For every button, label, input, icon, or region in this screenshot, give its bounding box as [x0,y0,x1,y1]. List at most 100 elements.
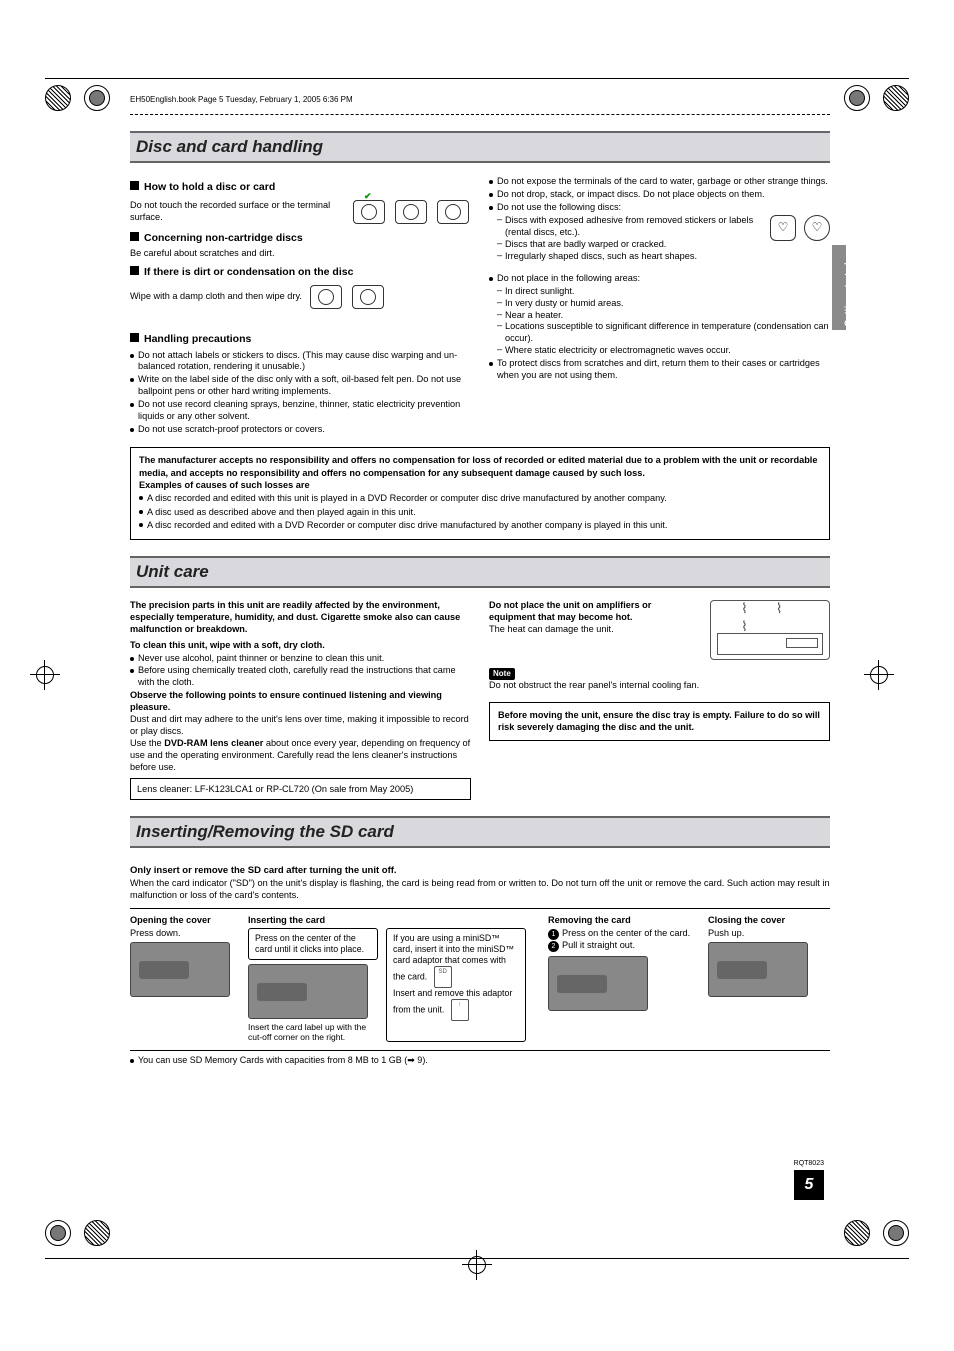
step-open: Opening the cover Press down. [130,915,238,1042]
list-item: Do not attach labels or stickers to disc… [130,350,471,374]
body-text: Be careful about scratches and dirt. [130,248,471,260]
list-item: To protect discs from scratches and dirt… [489,358,830,382]
sd-steps-row: Opening the cover Press down. Inserting … [130,915,830,1042]
subheading: Concerning non-cartridge discs [130,232,471,246]
disc-hold-illustration: ✔ [353,200,385,224]
left-column: The precision parts in this unit are rea… [130,600,471,801]
notice-lead: The manufacturer accepts no responsibili… [139,455,817,477]
subheading: To clean this unit, wipe with a soft, dr… [130,640,325,650]
manufacturer-notice-box: The manufacturer accepts no responsibili… [130,447,830,540]
list-item: Do not drop, stack, or impact discs. Do … [489,189,830,201]
disc-hold-illustration [437,200,469,224]
note-line: NoteDo not obstruct the rear panel's int… [489,668,830,692]
side-tab: Getting started [832,245,846,330]
section-title-text: Inserting/Removing the SD card [136,822,824,842]
list-item: A disc used as described above and then … [139,506,821,518]
list-item: Near a heater. [497,310,830,322]
step-close: Closing the cover Push up. [708,915,816,1042]
reg-mark [883,85,909,111]
wipe-illustration [352,285,384,309]
step-remove: Removing the card 1Press on the center o… [548,915,698,1042]
body-text: When the card indicator ("SD") on the un… [130,878,830,902]
disc-illustration [804,215,830,241]
device-illustration [548,956,648,1011]
step-number-icon: 1 [548,929,559,940]
doc-code: RQT8023 [794,1160,824,1167]
list-item: Never use alcohol, paint thinner or benz… [130,653,471,665]
protect-list: To protect discs from scratches and dirt… [489,358,830,382]
doc-stamp: EH50English.book Page 5 Tuesday, Februar… [130,95,830,104]
notice-examples-heading: Examples of causes of such losses are [139,480,310,490]
section-title-text: Disc and card handling [136,137,824,157]
reg-mark [883,1220,909,1246]
list-item: Where static electricity or electromagne… [497,345,830,357]
subheading: If there is dirt or condensation on the … [130,266,471,280]
reg-mark [45,85,71,111]
step-text: Press down. [130,928,238,938]
crop-line [45,1258,909,1259]
notice-examples-list: A disc recorded and edited with this uni… [139,492,821,531]
reg-mark [84,85,110,111]
step-text: 1Press on the center of the card. [548,928,698,940]
step-text: Push up. [708,928,816,938]
step-number-icon: 2 [548,941,559,952]
content: EH50English.book Page 5 Tuesday, Februar… [130,95,830,1067]
divider [130,114,830,115]
list-item: Locations susceptible to significant dif… [497,321,830,345]
list-item: Discs with exposed adhesive from removed… [497,215,762,239]
reg-mark [45,1220,71,1246]
list-item: Discs that are badly warped or cracked. [497,239,762,251]
reg-cross [864,660,894,690]
device-illustration [130,942,230,997]
step-insert: Inserting the card Press on the center o… [248,915,538,1042]
list-item: Do not use record cleaning sprays, benzi… [130,399,471,423]
equipment-heat-illustration [710,600,830,660]
caption-text: Insert the card label up with the cut-of… [248,1022,378,1042]
following-discs-list: Discs with exposed adhesive from removed… [497,215,762,263]
two-column-layout: The precision parts in this unit are rea… [130,600,830,801]
reg-cross [462,1250,492,1280]
section-title-text: Unit care [136,562,824,582]
list-item: In direct sunlight. [497,286,830,298]
reg-mark [844,85,870,111]
page-number: 5 [794,1170,824,1200]
lens-cleaner-box: Lens cleaner: LF-K123LCA1 or RP-CL720 (O… [130,778,471,800]
disc-hold-illustration [395,200,427,224]
sd-only-heading: Only insert or remove the SD card after … [130,865,397,876]
list-item: Do not use the following discs: [489,202,830,214]
reg-mark [84,1220,110,1246]
minisd-instruction-box: If you are using a miniSD™ card, insert … [386,928,526,1042]
body-text: Use the DVD-RAM lens cleaner about once … [130,738,471,774]
precautions-list: Do not attach labels or stickers to disc… [130,350,471,437]
side-tab-label: Getting started [843,263,853,327]
list-item: Before using chemically treated cloth, c… [130,665,471,689]
list-item: You can use SD Memory Cards with capacit… [130,1055,830,1066]
left-column: How to hold a disc or card Do not touch … [130,175,471,437]
sd-adaptor-icon: ↑ [451,999,469,1021]
step-title: Closing the cover [708,915,816,925]
section-title: Inserting/Removing the SD card [130,816,830,848]
list-item: Do not use scratch-proof protectors or c… [130,424,471,436]
wipe-illustration [310,285,342,309]
step-text: 2Pull it straight out. [548,940,698,952]
page: Getting started EH50English.book Page 5 … [0,0,954,1351]
sd-card-icon: SD [434,966,452,988]
list-item: Write on the label side of the disc only… [130,374,471,398]
heart-disc-illustration [770,215,796,241]
move-warning-box: Before moving the unit, ensure the disc … [489,702,830,741]
list-item: Do not expose the terminals of the card … [489,176,830,188]
placement-areas-list: In direct sunlight. In very dusty or hum… [497,286,830,358]
list-item: Do not place in the following areas: [489,273,830,285]
body-text: The heat can damage the unit. [489,624,614,634]
subheading: How to hold a disc or card [130,181,471,195]
step-title: Removing the card [548,915,698,925]
hot-heading: Do not place the unit on amplifiers or e… [489,600,651,622]
subheading: Observe the following points to ensure c… [130,690,442,712]
list-item: A disc recorded and edited with a DVD Re… [139,519,821,531]
section-title: Unit care [130,556,830,588]
list-item: In very dusty or humid areas. [497,298,830,310]
capacity-note: You can use SD Memory Cards with capacit… [130,1055,830,1066]
device-illustration [708,942,808,997]
list-item: Irregularly shaped discs, such as heart … [497,251,762,263]
reg-mark [844,1220,870,1246]
